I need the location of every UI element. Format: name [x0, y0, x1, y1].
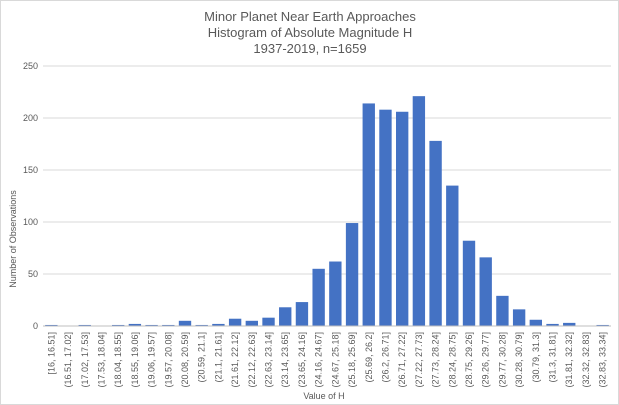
x-tick-label: (19.57, 20.08] — [163, 332, 173, 388]
x-tick-label: (18.04, 18.55] — [113, 332, 123, 388]
bar — [178, 320, 192, 326]
bar — [496, 295, 509, 326]
bars — [45, 96, 609, 327]
x-tick-label: (30.28, 30.79] — [514, 332, 524, 388]
x-tick-label: (31.81, 32.32] — [564, 332, 574, 388]
bar — [379, 109, 392, 327]
bar — [78, 324, 91, 326]
bar — [45, 324, 58, 326]
x-tick-label: (19.06, 19.57] — [147, 332, 157, 388]
bar — [312, 268, 325, 326]
x-tick-label: (24.16, 24.67] — [314, 332, 324, 388]
y-axis-tick-labels: 0 50 100 150 200 250 — [23, 61, 38, 331]
x-axis-tick-labels: [16, 16.51] (16.51, 17.02] (17.02, 17.53] (… — [46, 332, 607, 388]
x-tick-label: (27.73, 28.24] — [431, 332, 441, 388]
bar — [546, 323, 559, 326]
x-tick-label: (18.55, 19.06] — [130, 332, 140, 388]
bar — [112, 324, 125, 326]
x-tick-label: (30.79, 31.3] — [531, 332, 541, 383]
bar — [429, 140, 442, 326]
bar — [295, 302, 309, 326]
y-tick-label: 0 — [33, 321, 38, 331]
x-tick-label: (26.71, 27.22] — [397, 332, 407, 388]
chart-title: Minor Planet Near Earth Approaches Histo… — [204, 9, 416, 56]
bar — [396, 111, 409, 326]
bar — [446, 185, 459, 326]
x-tick-label: (22.63, 23.14] — [264, 332, 274, 388]
bar — [345, 223, 359, 326]
x-tick-label: (32.83, 33.34] — [598, 332, 608, 388]
x-tick-label: (32.32, 32.83] — [581, 332, 591, 388]
x-tick-label: [16, 16.51] — [46, 332, 56, 375]
bar — [145, 324, 158, 326]
x-tick-label: (22.12, 22.63] — [247, 332, 257, 388]
x-axis-title: Value of H — [303, 391, 344, 401]
bar — [479, 257, 492, 326]
x-tick-label: (25.18, 25.69] — [347, 332, 357, 388]
x-tick-label: (16.51, 17.02] — [63, 332, 73, 388]
x-tick-label: (26.2, 26.71] — [380, 332, 390, 383]
x-tick-label: (21.1, 21.61] — [213, 332, 223, 383]
x-tick-label: (28.75, 29.26] — [464, 332, 474, 388]
chart-title-line-3: 1937-2019, n=1659 — [253, 41, 366, 56]
y-tick-label: 250 — [23, 61, 38, 71]
bar — [462, 240, 476, 326]
bar — [128, 323, 142, 326]
bar — [596, 324, 609, 326]
x-tick-label: (23.65, 24.16] — [297, 332, 307, 388]
gridlines — [43, 65, 611, 275]
bar — [228, 318, 242, 326]
bar — [412, 96, 426, 326]
x-tick-label: (25.69, 26.2] — [364, 332, 374, 383]
x-tick-label: (24.67, 25.18] — [330, 332, 340, 388]
x-tick-label: (20.08, 20.59] — [180, 332, 190, 388]
x-tick-label: (17.53, 18.04] — [96, 332, 106, 388]
bar — [262, 317, 275, 326]
y-tick-label: 200 — [23, 113, 38, 123]
bar — [212, 323, 225, 326]
x-tick-label: (27.22, 27.73] — [414, 332, 424, 388]
chart-title-line-2: Histogram of Absolute Magnitude H — [208, 25, 413, 40]
bar — [362, 103, 375, 326]
bar — [195, 324, 208, 326]
bar — [162, 324, 175, 326]
bar — [245, 320, 258, 326]
x-tick-label: (17.02, 17.53] — [80, 332, 90, 388]
bar — [529, 319, 542, 326]
x-tick-label: (28.24, 28.75] — [447, 332, 457, 388]
x-tick-label: (29.26, 29.77] — [481, 332, 491, 388]
bar — [563, 322, 576, 326]
bar — [329, 261, 342, 326]
y-tick-label: 150 — [23, 165, 38, 175]
x-tick-label: (31.3, 31.81] — [548, 332, 558, 383]
chart-title-line-1: Minor Planet Near Earth Approaches — [204, 9, 416, 24]
x-tick-label: (21.61, 22.12] — [230, 332, 240, 388]
bar — [279, 307, 292, 326]
y-axis-title: Number of Observations — [8, 190, 18, 288]
x-tick-label: (29.77, 30.28] — [497, 332, 507, 388]
bar — [512, 309, 526, 326]
y-tick-label: 50 — [28, 269, 38, 279]
y-tick-label: 100 — [23, 217, 38, 227]
x-tick-label: (20.59, 21.1] — [197, 332, 207, 383]
x-tick-label: (23.14, 23.65] — [280, 332, 290, 388]
